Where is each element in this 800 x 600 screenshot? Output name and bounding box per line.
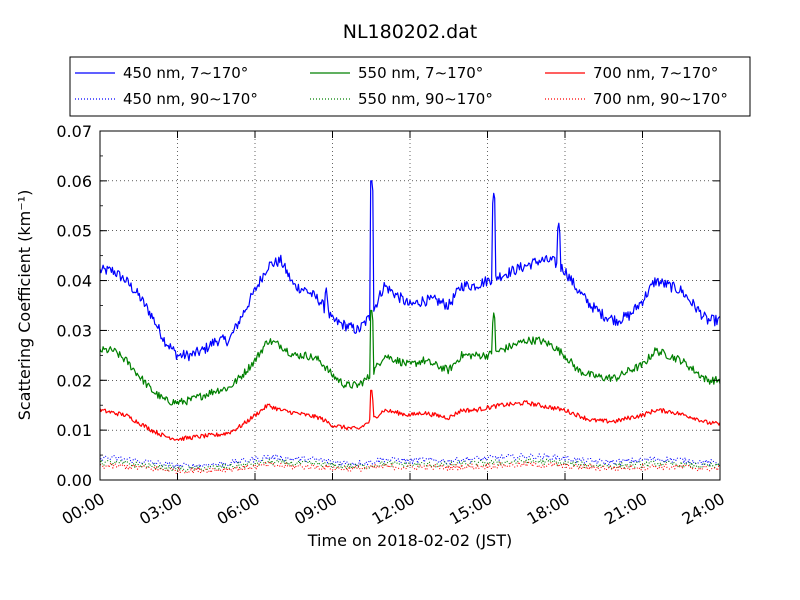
x-axis-label: Time on 2018-02-02 (JST) bbox=[307, 531, 512, 550]
legend-label: 550 nm, 90∼170° bbox=[358, 90, 493, 108]
series-line bbox=[99, 309, 721, 406]
legend-label: 550 nm, 7∼170° bbox=[358, 64, 483, 82]
y-tick-label: 0.02 bbox=[56, 371, 92, 390]
series-layer bbox=[99, 180, 721, 474]
series-line bbox=[99, 389, 721, 441]
chart-title: NL180202.dat bbox=[343, 21, 478, 43]
series-line bbox=[99, 461, 721, 474]
legend-label: 450 nm, 90∼170° bbox=[123, 90, 258, 108]
y-tick-label: 0.00 bbox=[56, 471, 92, 490]
y-tick-label: 0.04 bbox=[56, 272, 92, 291]
legend-frame bbox=[69, 56, 751, 117]
series-line bbox=[99, 453, 721, 470]
y-axis-label: Scattering Coefficient (km⁻¹) bbox=[15, 190, 34, 421]
y-tick-label: 0.01 bbox=[56, 421, 92, 440]
y-tick-label: 0.06 bbox=[56, 172, 92, 191]
legend-label: 700 nm, 90∼170° bbox=[593, 90, 728, 108]
series-line bbox=[99, 180, 721, 362]
legend: 450 nm, 7∼170° 550 nm, 7∼170° 700 nm, 7∼17… bbox=[69, 56, 751, 117]
legend-label: 700 nm, 7∼170° bbox=[593, 64, 718, 82]
series-line bbox=[99, 457, 721, 472]
legend-label: 450 nm, 7∼170° bbox=[123, 64, 248, 82]
y-tick-label: 0.03 bbox=[56, 321, 92, 340]
y-tick-label: 0.07 bbox=[56, 122, 92, 141]
y-tick-label: 0.05 bbox=[56, 222, 92, 241]
